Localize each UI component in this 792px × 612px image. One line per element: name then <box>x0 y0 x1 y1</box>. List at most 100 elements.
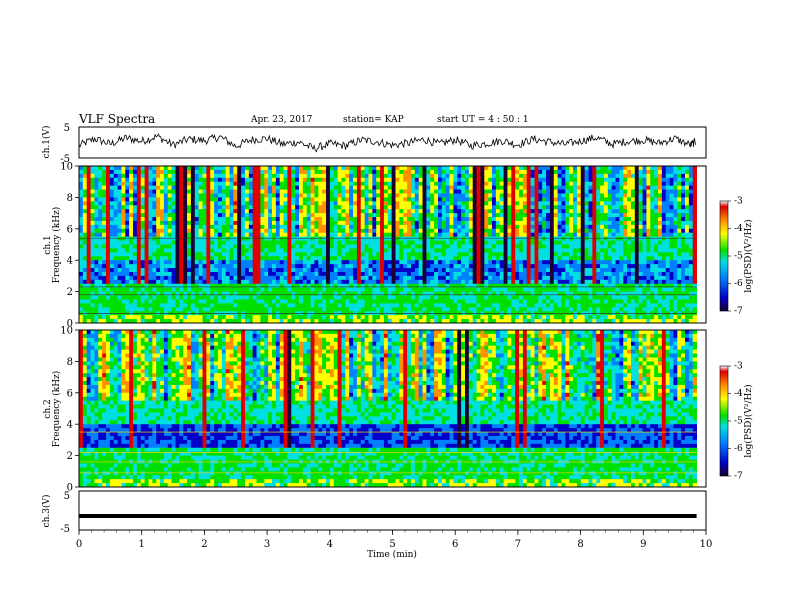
spectrogram-cell <box>353 177 358 183</box>
spectrogram-cell <box>468 193 474 198</box>
spectrogram-cell <box>503 224 508 230</box>
spectrogram-cell <box>422 268 427 273</box>
spectrogram-cell <box>125 319 130 324</box>
spectrogram-cell <box>198 256 203 261</box>
spectrogram-cell <box>318 256 323 261</box>
spectrogram-cell <box>522 279 528 285</box>
spectrogram-cell <box>503 252 508 257</box>
spectrogram-cell <box>519 307 524 312</box>
spectrogram-cell <box>295 169 300 175</box>
spectrogram-cell <box>445 279 450 285</box>
spectrogram-cell <box>190 315 196 320</box>
spectrogram-cell <box>264 177 269 183</box>
spectrogram-cell <box>90 268 95 273</box>
spectrogram-cell <box>268 201 273 206</box>
spectrogram-cell <box>113 240 118 245</box>
spectrogram-cell <box>272 244 277 249</box>
spectrogram-cell <box>113 193 118 198</box>
spectrogram-cell <box>341 240 346 245</box>
spectrogram-cell <box>117 283 122 289</box>
spectrogram-cell <box>183 201 188 206</box>
spectrogram-cell <box>94 264 99 269</box>
spectrogram-cell <box>102 181 107 187</box>
spectrogram-cell <box>511 213 516 218</box>
spectrogram-cell <box>360 283 366 289</box>
spectrogram-cell <box>279 224 284 230</box>
spectrogram-cell <box>522 209 528 214</box>
spectrogram-cell <box>190 260 196 265</box>
spectrogram-cell <box>133 236 138 241</box>
spectrogram-cell <box>90 271 95 277</box>
spectrogram-cell <box>167 185 173 190</box>
spectrogram-cell <box>194 197 200 202</box>
spectrogram-cell <box>472 240 477 245</box>
spectrogram-cell <box>221 224 227 230</box>
spectrogram-cell <box>109 220 115 226</box>
spectrogram-cell <box>368 185 373 190</box>
spectrogram-cell <box>457 256 462 261</box>
spectrogram-cell <box>283 193 288 198</box>
spectrogram-cell <box>113 252 118 257</box>
spectrogram-cell <box>302 240 308 245</box>
spectrogram-cell <box>241 260 246 265</box>
spectrogram-cell <box>144 248 149 253</box>
spectrogram-cell <box>356 279 362 285</box>
spectrogram-cell <box>187 319 192 324</box>
spectrogram-cell <box>484 256 489 261</box>
spectrogram-cell <box>171 271 176 277</box>
spectrogram-cell <box>163 291 169 296</box>
spectrogram-cell <box>283 252 288 257</box>
spectrogram-cell <box>133 315 138 320</box>
spectrogram-cell <box>194 185 200 190</box>
spectrogram-cell <box>129 173 134 179</box>
spectrogram-cell <box>310 268 315 273</box>
spectrogram-cell <box>237 201 242 206</box>
spectrogram-cell <box>449 185 454 190</box>
spectrogram-cell <box>534 256 539 261</box>
spectrogram-cell <box>113 287 118 293</box>
spectrogram-cell <box>445 173 450 179</box>
spectrogram-cell <box>171 307 176 312</box>
spectrogram-cell <box>117 287 122 293</box>
spectrogram-cell <box>117 189 122 194</box>
spectrogram-cell <box>171 275 176 281</box>
spectrogram-cell <box>534 169 539 175</box>
spectrogram-cell <box>368 252 373 257</box>
spectrogram-cell <box>383 197 389 202</box>
spectrogram-cell <box>549 260 555 265</box>
spectrogram-cell <box>163 209 169 214</box>
spectrogram-cell <box>345 315 350 320</box>
spectrogram-cell <box>233 224 238 230</box>
spectrogram-cell <box>430 232 435 238</box>
spectrogram-cell <box>221 228 227 234</box>
spectrogram-cell <box>326 252 331 257</box>
spectrogram-cell <box>441 319 447 324</box>
spectrogram-cell <box>225 228 230 234</box>
spectrogram-cell <box>214 319 219 324</box>
spectrogram-cell <box>214 228 219 234</box>
spectrogram-cell <box>268 279 273 285</box>
spectrogram-cell <box>198 303 203 308</box>
spectrogram-cell <box>457 291 462 296</box>
spectrogram-cell <box>187 205 192 210</box>
spectrogram-cell <box>198 197 203 202</box>
spectrogram-cell <box>194 291 200 296</box>
spectrogram-cell <box>221 295 227 300</box>
spectrogram-cell <box>507 295 512 300</box>
spectrogram-cell <box>534 166 539 171</box>
spectrogram-cell <box>372 173 377 179</box>
spectrogram-cell <box>387 291 393 296</box>
spectrogram-cell <box>418 197 423 202</box>
spectrogram-cell <box>217 185 223 190</box>
spectrogram-cell <box>495 303 501 308</box>
spectrogram-cell <box>437 299 443 304</box>
spectrogram-cell <box>179 169 184 175</box>
spectrogram-cell <box>291 307 296 312</box>
spectrogram-cell <box>98 240 103 245</box>
spectrogram-cell <box>252 260 257 265</box>
spectrogram-cell <box>526 260 532 265</box>
spectrogram-cell <box>113 220 118 226</box>
spectrogram-cell <box>503 271 508 277</box>
spectrogram-cell <box>356 291 362 296</box>
spectrogram-cell <box>345 193 350 198</box>
